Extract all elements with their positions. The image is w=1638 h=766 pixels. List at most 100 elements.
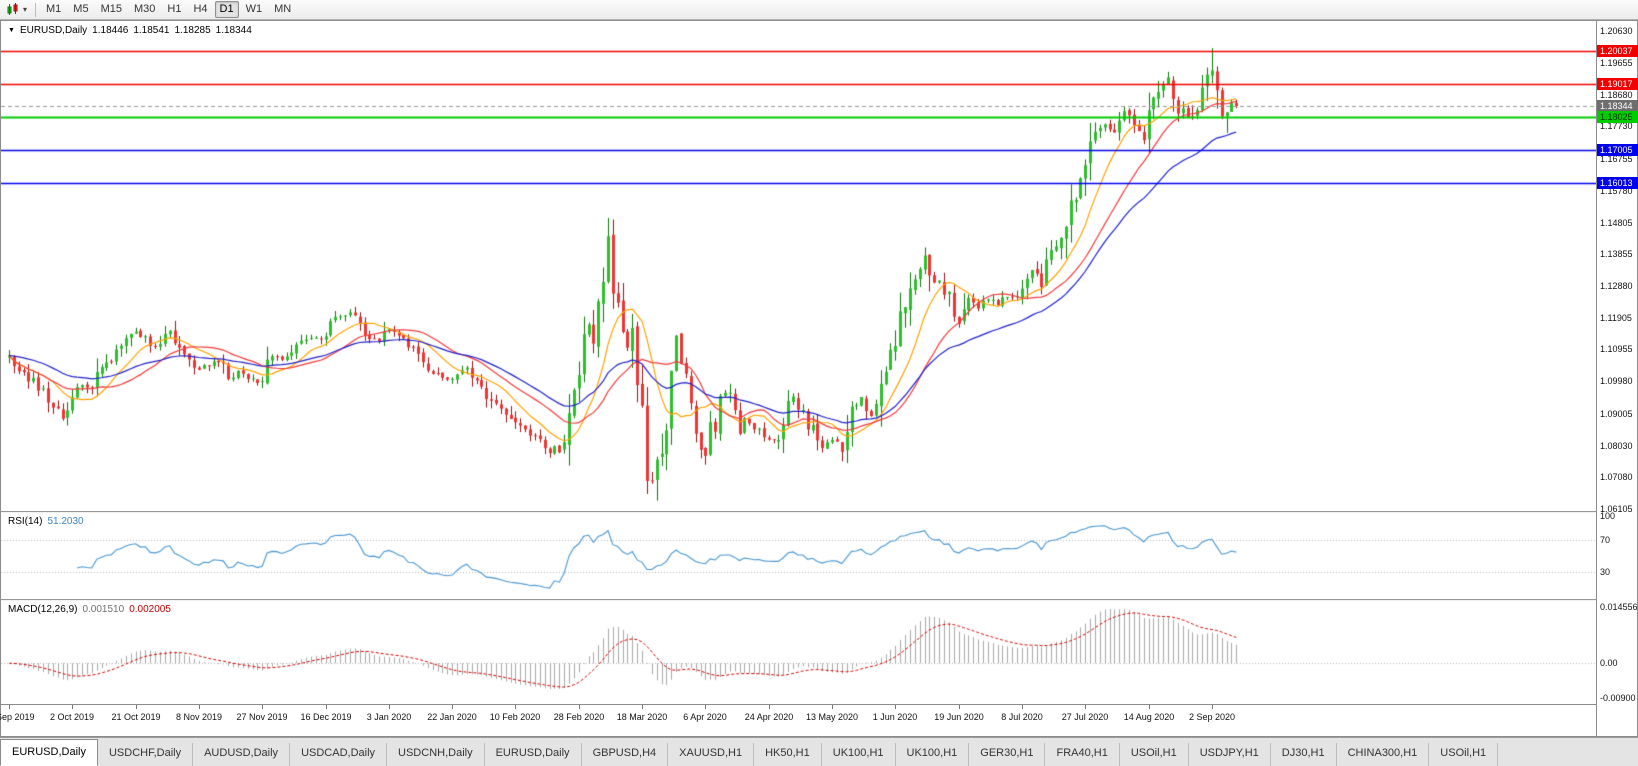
timeframe-button-mn[interactable]: MN — [274, 3, 292, 15]
ohlc-open: 1.18446 — [92, 25, 129, 36]
chart-tab-4-usdcnh-daily[interactable]: USDCNH,Daily — [387, 743, 485, 766]
chart-tab-1-usdchf-daily[interactable]: USDCHF,Daily — [98, 743, 194, 766]
rsi-scale-label: 70 — [1600, 535, 1611, 545]
timeframe-button-m30[interactable]: M30 — [133, 3, 156, 15]
chart-tab-16-china300-h1[interactable]: CHINA300,H1 — [1337, 743, 1430, 766]
chart-tabs-bar: EURUSD,Daily USDCHF,Daily AUDUSD,Daily USDC… — [0, 737, 1638, 766]
timeframe-button-m1[interactable]: M1 — [46, 3, 62, 15]
rsi-indicator-pane: RSI(14) 51.2030 — [1, 513, 1596, 599]
time-tick — [1149, 705, 1150, 709]
chart-tab-6-gbpusd-h4[interactable]: GBPUSD,H4 — [582, 743, 669, 766]
date-label: 6 Apr 2020 — [683, 712, 727, 722]
time-tick — [199, 705, 200, 709]
price-scale-label: 1.12880 — [1600, 281, 1633, 292]
date-label: 22 Jan 2020 — [427, 712, 477, 722]
ohlc-high: 1.18541 — [133, 25, 170, 36]
current-price-badge: 1.18344 — [1597, 100, 1638, 113]
chart-type-tool[interactable]: ▾ — [4, 1, 30, 19]
price-scale-label: 1.15780 — [1600, 185, 1633, 196]
pane-divider[interactable] — [1, 511, 1596, 513]
price-scale-label: 1.14805 — [1600, 217, 1633, 228]
time-tick — [959, 705, 960, 709]
time-tick — [769, 705, 770, 709]
chart-tab-17-usoil-h1[interactable]: USOil,H1 — [1429, 743, 1499, 766]
pane-divider[interactable] — [1, 599, 1596, 601]
time-tick — [515, 705, 516, 709]
chart-tab-7-xauusd-h1[interactable]: XAUUSD,H1 — [668, 743, 755, 766]
time-tick — [136, 705, 137, 709]
time-tick — [72, 705, 73, 709]
chart-tab-10-uk100-h1[interactable]: UK100,H1 — [896, 743, 970, 766]
time-tick — [389, 705, 390, 709]
price-scale-label: 1.17730 — [1600, 121, 1633, 132]
time-tick — [326, 705, 327, 709]
chart-tab-5-eurusd-daily[interactable]: EURUSD,Daily — [485, 743, 582, 766]
price-scale-label: 1.13855 — [1600, 248, 1633, 259]
time-tick — [1085, 705, 1086, 709]
macd-scale-label: 0.014556 — [1600, 602, 1638, 612]
chart-tab-11-ger30-h1[interactable]: GER30,H1 — [969, 743, 1046, 766]
chart-tab-13-usoil-h1[interactable]: USOil,H1 — [1120, 743, 1189, 766]
date-label: 21 Oct 2019 — [111, 712, 161, 722]
main-chart-pane: ▼ EURUSD,Daily 1.18446 1.18541 1.18285 1… — [1, 21, 1596, 511]
toolbar-separator — [35, 2, 37, 17]
date-label: 13 May 2020 — [805, 712, 859, 722]
price-scale-label: 1.16755 — [1600, 153, 1633, 164]
date-label: 8 Jul 2020 — [1001, 712, 1043, 722]
macd-canvas[interactable] — [1, 601, 1596, 704]
chart-tab-0-eurusd-daily[interactable]: EURUSD,Daily — [0, 739, 98, 766]
macd-name: MACD(12,26,9) — [8, 604, 78, 615]
timeframe-button-d1[interactable]: D1 — [214, 1, 239, 18]
macd-scale-label: 0.00 — [1600, 658, 1618, 669]
timeframe-toolbar: ▾ M1 M5 M15 M30 H1 H4 D1 W1 MN — [0, 0, 1638, 20]
chart-tab-12-fra40-h1[interactable]: FRA40,H1 — [1045, 743, 1120, 766]
date-label: 2 Sep 2020 — [1188, 712, 1236, 722]
macd-label: MACD(12,26,9) 0.001510 0.002005 — [8, 604, 171, 615]
date-label: 2 Oct 2019 — [49, 712, 95, 722]
price-scale-label: 1.20630 — [1600, 26, 1633, 36]
rsi-label: RSI(14) 51.2030 — [8, 516, 84, 527]
date-label: 27 Nov 2019 — [236, 712, 288, 722]
chart-tab-14-usdjpy-h1[interactable]: USDJPY,H1 — [1189, 743, 1271, 766]
price-scale-label: 1.18680 — [1600, 90, 1633, 101]
chart-tab-15-dj30-h1[interactable]: DJ30,H1 — [1271, 743, 1337, 766]
price-chart-canvas[interactable] — [1, 21, 1596, 511]
timeframe-buttons: M1 M5 M15 M30 H1 H4 D1 W1 MN — [41, 1, 296, 18]
date-label: 16 Dec 2019 — [300, 712, 352, 722]
date-label: 28 Feb 2020 — [553, 712, 605, 722]
timeframe-button-h4[interactable]: H4 — [193, 3, 208, 15]
hline-price-badge: 1.20037 — [1597, 44, 1638, 57]
hline-price-badge: 1.18025 — [1597, 110, 1638, 123]
time-tick — [1212, 705, 1213, 709]
ohlc-close: 1.18344 — [215, 25, 252, 36]
price-scale-label: 1.10955 — [1600, 344, 1633, 355]
chart-tab-8-hk50-h1[interactable]: HK50,H1 — [754, 743, 822, 766]
price-scale-label: 1.08030 — [1600, 440, 1633, 451]
chart-title: ▼ EURUSD,Daily 1.18446 1.18541 1.18285 1… — [8, 25, 252, 36]
macd-main-value: 0.001510 — [82, 604, 125, 615]
candlestick-chart-icon — [7, 3, 18, 15]
price-scale[interactable]: 1.20630 1.19655 1.18680 1.17730 1.16755 1.157… — [1596, 21, 1638, 736]
date-label: 1 Jun 2020 — [872, 712, 918, 722]
date-label: 14 Aug 2020 — [1123, 712, 1175, 722]
date-label: 3 Jan 2020 — [366, 712, 412, 722]
timeframe-button-m15[interactable]: M15 — [100, 3, 122, 15]
macd-scale-label: -0.00900 — [1600, 693, 1636, 703]
chart-symbol-period: EURUSD,Daily — [19, 25, 88, 36]
timeframe-button-h1[interactable]: H1 — [167, 3, 182, 15]
time-scale[interactable]: 13 Sep 2019 2 Oct 2019 21 Oct 2019 8 Nov 20… — [0, 704, 1596, 736]
price-scale-label: 1.09980 — [1600, 376, 1633, 387]
time-tick — [895, 705, 896, 709]
rsi-scale-label: 30 — [1600, 567, 1611, 577]
chart-tab-9-uk100-h1[interactable]: UK100,H1 — [822, 743, 896, 766]
price-scale-label: 1.19655 — [1600, 58, 1633, 69]
rsi-canvas[interactable] — [1, 513, 1596, 599]
macd-signal-value: 0.002005 — [129, 604, 171, 615]
chart-tab-2-audusd-daily[interactable]: AUDUSD,Daily — [193, 743, 291, 766]
date-label: 18 Mar 2020 — [616, 712, 668, 722]
timeframe-button-w1[interactable]: W1 — [245, 3, 263, 15]
timeframe-button-m5[interactable]: M5 — [73, 3, 89, 15]
price-scale-label: 1.06105 — [1600, 504, 1633, 515]
chart-tab-3-usdcad-daily[interactable]: USDCAD,Daily — [290, 743, 388, 766]
price-scale-label: 1.09005 — [1600, 408, 1633, 419]
